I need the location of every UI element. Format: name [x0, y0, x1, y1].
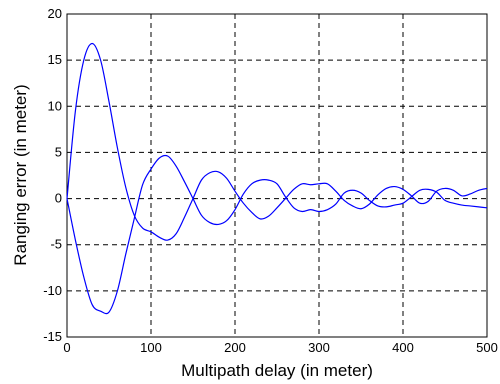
x-axis-label: Multipath delay (in meter)	[181, 361, 373, 380]
plot-frame	[66, 13, 488, 338]
grid	[67, 14, 487, 337]
x-tick-label: 500	[476, 340, 498, 355]
y-tick-label: -15	[43, 329, 62, 344]
y-tick-label: 10	[48, 98, 62, 113]
y-tick-label: 0	[55, 191, 62, 206]
y-tick-label: 20	[48, 6, 62, 21]
y-tick-label: 15	[48, 52, 62, 67]
x-tick-label: 100	[140, 340, 162, 355]
x-tick-label: 400	[392, 340, 414, 355]
y-axis-label: Ranging error (in meter)	[11, 84, 30, 265]
x-tick-label: 300	[308, 340, 330, 355]
y-tick-label: 5	[55, 144, 62, 159]
y-tick-label: -10	[43, 283, 62, 298]
tick-labels: 0 100 200 300 400 500 -15 -10 -5 0 5 10 15 20	[43, 6, 498, 355]
x-tick-label: 200	[224, 340, 246, 355]
series-group	[66, 42, 488, 315]
series-line-2	[66, 154, 488, 315]
x-tick-label: 0	[63, 340, 70, 355]
y-tick-label: -5	[50, 237, 62, 252]
series-line-1	[66, 42, 488, 241]
